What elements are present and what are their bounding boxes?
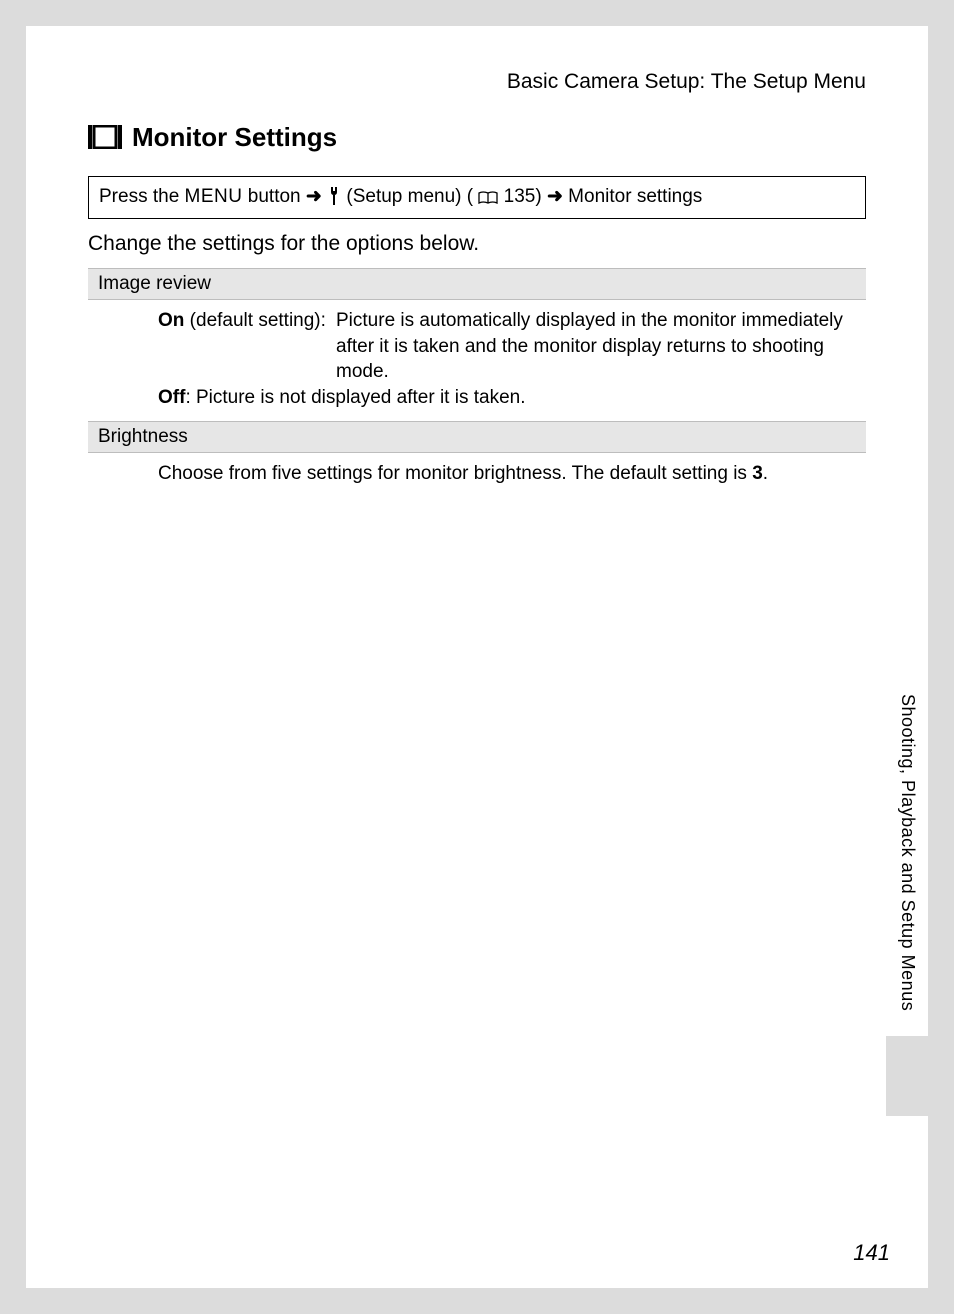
nav-prefix: Press the	[99, 186, 185, 207]
settings-table: Image review On (default setting): Pictu…	[88, 268, 866, 496]
menu-button-label: MENU	[185, 186, 243, 207]
section-heading: Monitor Settings	[88, 122, 337, 153]
intro-text: Change the settings for the options belo…	[88, 232, 479, 256]
side-tab-label: Shooting, Playback and Setup Menus	[897, 694, 918, 1011]
section-title-text: Monitor Settings	[132, 122, 337, 153]
nav-setup: (Setup menu) (	[346, 186, 473, 207]
side-tab-marker	[886, 1036, 928, 1116]
navigation-path: Press the MENU button ➜ (Setup menu) ( 1…	[88, 176, 866, 219]
chapter-header: Basic Camera Setup: The Setup Menu	[507, 70, 866, 94]
row-header-image-review: Image review	[88, 268, 866, 300]
brightness-desc-suffix: .	[763, 463, 768, 484]
wrench-icon	[327, 186, 346, 207]
nav-after-menu: button	[243, 186, 306, 207]
brightness-default-value: 3	[752, 463, 763, 484]
row-body-brightness: Choose from five settings for monitor br…	[88, 453, 866, 497]
book-icon	[473, 186, 504, 207]
brightness-desc-prefix: Choose from five settings for monitor br…	[158, 463, 752, 484]
monitor-icon	[88, 122, 122, 153]
row-body-image-review: On (default setting): Picture is automat…	[88, 300, 866, 421]
on-suffix: (default setting):	[184, 310, 326, 331]
on-description: Picture is automatically displayed in th…	[336, 308, 856, 385]
document-page: Basic Camera Setup: The Setup Menu Monit…	[26, 26, 928, 1288]
nav-page-ref: 135)	[504, 186, 547, 207]
arrow-icon: ➜	[547, 186, 563, 207]
arrow-icon: ➜	[306, 186, 322, 207]
off-description: : Picture is not displayed after it is t…	[185, 387, 525, 408]
nav-tail: Monitor settings	[563, 186, 702, 207]
off-label: Off	[158, 387, 185, 408]
page-number: 141	[853, 1240, 890, 1266]
on-label: On	[158, 310, 184, 331]
row-header-brightness: Brightness	[88, 421, 866, 453]
